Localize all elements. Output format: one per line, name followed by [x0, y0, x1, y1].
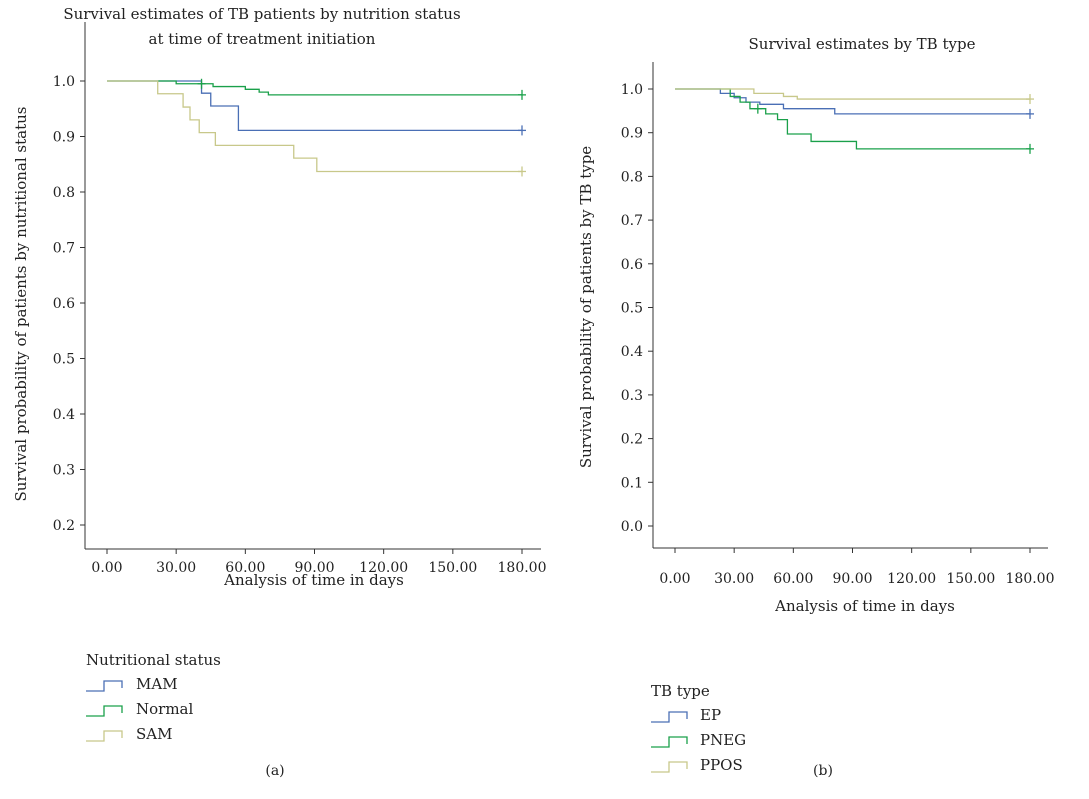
y-tick-label: 0.0 [621, 519, 643, 535]
y-tick-label: 0.1 [621, 475, 643, 491]
y-axis-title: Survival probability of patients by TB t… [577, 146, 595, 468]
y-tick-label: 0.3 [53, 463, 75, 479]
x-tick-label: 120.00 [887, 571, 936, 587]
chart-b-svg: Survival estimates by TB type 0.0 0.1 0.2 0.… [577, 35, 1055, 779]
y-tick-label: 0.6 [53, 296, 75, 312]
y-tick-label: 0.3 [621, 388, 643, 404]
series-line-normal [107, 80, 522, 96]
y-tick-label: 0.8 [53, 185, 75, 201]
legend-label-pneg: PNEG [700, 731, 746, 749]
x-tick-label: 150.00 [946, 571, 995, 587]
legend-swatch-ep [651, 711, 688, 723]
x-tick-label: 60.00 [225, 560, 265, 576]
y-tick-label: 0.4 [53, 407, 75, 423]
x-tick-label: 60.00 [773, 571, 813, 587]
x-axis-title: Analysis of time in days [774, 597, 955, 615]
legend-label-ppos: PPOS [700, 756, 743, 774]
y-tick-label: 0.6 [621, 257, 643, 273]
chart-title-line-1: Survival estimates of TB patients by nut… [63, 5, 460, 23]
x-tick-label: 90.00 [832, 571, 872, 587]
x-tick-label: 120.00 [359, 560, 408, 576]
chart-title-line-2: at time of treatment initiation [149, 30, 376, 48]
y-axis-title: Survival probability of patients by nutr… [12, 107, 30, 502]
x-tick-label: 150.00 [428, 560, 477, 576]
x-tick-label: 30.00 [156, 560, 196, 576]
legend-swatch-sam [86, 730, 123, 742]
legend-swatch-mam [86, 680, 123, 692]
x-tick-label: 0.00 [91, 560, 122, 576]
legend-swatch-pneg [651, 736, 688, 748]
y-tick-label: 0.7 [53, 241, 75, 257]
series-line-ep [675, 88, 1030, 115]
legend-swatch-ppos [651, 761, 688, 773]
y-tick-label: 0.9 [53, 130, 75, 146]
x-tick-label: 180.00 [1006, 571, 1055, 587]
legend-label-sam: SAM [136, 725, 172, 743]
x-tick-label: 180.00 [498, 560, 547, 576]
series-line-sam [107, 80, 522, 173]
x-tick-label: 0.00 [659, 571, 690, 587]
y-tick-label: 0.2 [621, 432, 643, 448]
y-tick-label: 0.5 [621, 301, 643, 317]
y-tick-label: 1.0 [53, 74, 75, 90]
series-line-ppos [675, 88, 1030, 100]
chart-panel-a: Survival estimates of TB patients by nut… [12, 5, 547, 779]
legend-label-mam: MAM [136, 675, 178, 693]
y-tick-label: 1.0 [621, 82, 643, 98]
x-tick-label: 90.00 [294, 560, 334, 576]
y-tick-label: 0.8 [621, 169, 643, 185]
chart-a-svg: Survival estimates of TB patients by nut… [12, 5, 547, 779]
series-line-mam [107, 80, 522, 132]
legend-title: TB type [651, 682, 710, 700]
chart-panel-b: Survival estimates by TB type 0.0 0.1 0.2 0.… [545, 0, 1089, 799]
y-tick-label: 0.2 [53, 518, 75, 534]
y-tick-label: 0.4 [621, 344, 643, 360]
panel-label: (a) [265, 763, 284, 779]
chart-title-line-1: Survival estimates by TB type [749, 35, 976, 53]
panel-label: (b) [813, 763, 833, 779]
x-axis-title: Analysis of time in days [223, 571, 404, 589]
series-line-pneg [675, 88, 1030, 150]
y-tick-label: 0.7 [621, 213, 643, 229]
y-tick-label: 0.5 [53, 352, 75, 368]
legend-label-normal: Normal [136, 700, 193, 718]
legend-swatch-normal [86, 705, 123, 717]
legend-title: Nutritional status [86, 651, 221, 669]
legend-label-ep: EP [700, 706, 721, 724]
y-tick-label: 0.9 [621, 126, 643, 142]
x-tick-label: 30.00 [714, 571, 754, 587]
